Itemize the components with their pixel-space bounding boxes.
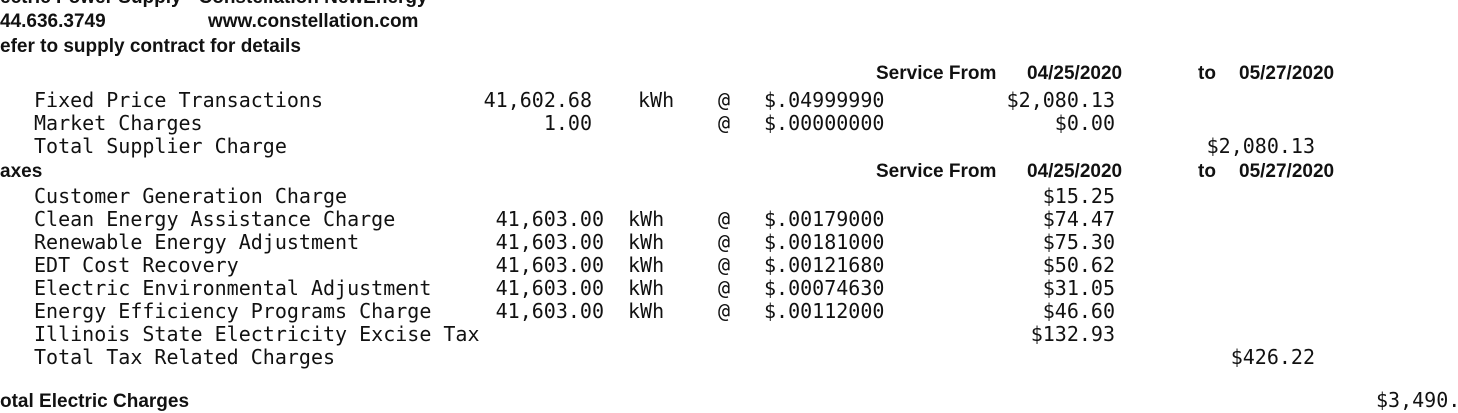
charge-description: Fixed Price Transactions xyxy=(34,88,323,112)
at-symbol: @ xyxy=(718,253,731,277)
charge-quantity: 1.00 xyxy=(543,111,592,135)
total-supplier-label: Total Supplier Charge xyxy=(34,134,287,158)
total-tax-row: Total Tax Related Charges $426.22 xyxy=(0,347,1458,371)
charge-rate: $.04999990 xyxy=(764,88,885,112)
tax-amount: $50.62 xyxy=(1042,253,1115,277)
total-supplier-amount: $2,080.13 xyxy=(1206,134,1315,158)
tax-row: Energy Efficiency Programs Charge 41,603… xyxy=(0,301,1458,325)
tax-quantity: 41,603.00 xyxy=(495,299,604,323)
at-symbol: @ xyxy=(718,299,731,323)
tax-amount: $132.93 xyxy=(1030,322,1115,346)
tax-rate: $.00074630 xyxy=(764,276,885,300)
tax-rate: $.00121680 xyxy=(764,253,885,277)
tax-row: Customer Generation Charge $15.25 xyxy=(0,186,1458,210)
contract-note: efer to supply contract for details xyxy=(0,36,301,57)
tax-unit: kWh xyxy=(628,299,665,323)
tax-unit: kWh xyxy=(628,230,665,254)
charge-row: Market Charges 1.00 @ $.00000000 $0.00 xyxy=(0,113,1458,137)
tax-description: Electric Environmental Adjustment xyxy=(34,276,432,300)
tax-unit: kWh xyxy=(628,276,665,300)
tax-rate: $.00181000 xyxy=(764,230,885,254)
charge-amount: $2,080.13 xyxy=(1006,88,1115,112)
charge-amount: $0.00 xyxy=(1054,111,1115,135)
supplier-website: www.constellation.com xyxy=(208,11,419,32)
charge-unit: kWh xyxy=(638,88,675,112)
tax-description: Illinois State Electricity Excise Tax xyxy=(34,322,480,346)
tax-quantity: 41,603.00 xyxy=(495,276,604,300)
at-symbol: @ xyxy=(718,276,731,300)
service-to-label: to xyxy=(1198,63,1216,84)
tax-description: Renewable Energy Adjustment xyxy=(34,230,360,254)
tax-service-from-date: 04/25/2020 xyxy=(1027,161,1123,182)
tax-row: Illinois State Electricity Excise Tax $1… xyxy=(0,324,1458,348)
total-electric-charges-amount: $3,490. xyxy=(1376,388,1458,412)
tax-service-from-label: Service From xyxy=(876,161,997,182)
service-to-date: 05/27/2020 xyxy=(1239,63,1335,84)
total-electric-charges-label: otal Electric Charges xyxy=(0,391,190,412)
charge-description: Market Charges xyxy=(34,111,203,135)
charge-row: Fixed Price Transactions 41,602.68 kWh @… xyxy=(0,90,1458,114)
tax-rate: $.00112000 xyxy=(764,299,885,323)
at-symbol: @ xyxy=(718,88,731,112)
total-tax-label: Total Tax Related Charges xyxy=(34,345,336,369)
taxes-heading: axes xyxy=(0,161,43,182)
tax-row: Renewable Energy Adjustment 41,603.00 kW… xyxy=(0,232,1458,256)
tax-quantity: 41,603.00 xyxy=(495,253,604,277)
at-symbol: @ xyxy=(718,230,731,254)
at-symbol: @ xyxy=(718,207,731,231)
charge-rate: $.00000000 xyxy=(764,111,885,135)
tax-row: EDT Cost Recovery 41,603.00 kWh @ $.0012… xyxy=(0,255,1458,279)
total-tax-amount: $426.22 xyxy=(1230,345,1315,369)
total-supplier-row: Total Supplier Charge $2,080.13 xyxy=(0,136,1458,160)
at-symbol: @ xyxy=(718,111,731,135)
tax-amount: $46.60 xyxy=(1042,299,1115,323)
tax-description: Energy Efficiency Programs Charge xyxy=(34,299,432,323)
tax-rate: $.00179000 xyxy=(764,207,885,231)
tax-amount: $15.25 xyxy=(1042,184,1115,208)
supplier-name: ectric Power Supply - Constellation NewE… xyxy=(0,0,428,7)
service-from-label: Service From xyxy=(876,63,997,84)
tax-service-to-label: to xyxy=(1198,161,1216,182)
tax-unit: kWh xyxy=(628,253,665,277)
supplier-phone: 44.636.3749 xyxy=(0,11,106,32)
charge-quantity: 41,602.68 xyxy=(483,88,592,112)
tax-row: Clean Energy Assistance Charge 41,603.00… xyxy=(0,209,1458,233)
tax-description: Clean Energy Assistance Charge xyxy=(34,207,396,231)
tax-quantity: 41,603.00 xyxy=(495,207,604,231)
tax-service-to-date: 05/27/2020 xyxy=(1239,161,1335,182)
tax-amount: $31.05 xyxy=(1042,276,1115,300)
tax-amount: $75.30 xyxy=(1042,230,1115,254)
tax-row: Electric Environmental Adjustment 41,603… xyxy=(0,278,1458,302)
service-from-date: 04/25/2020 xyxy=(1027,63,1123,84)
tax-quantity: 41,603.00 xyxy=(495,230,604,254)
tax-unit: kWh xyxy=(628,207,665,231)
tax-amount: $74.47 xyxy=(1042,207,1115,231)
tax-description: EDT Cost Recovery xyxy=(34,253,239,277)
tax-description: Customer Generation Charge xyxy=(34,184,348,208)
